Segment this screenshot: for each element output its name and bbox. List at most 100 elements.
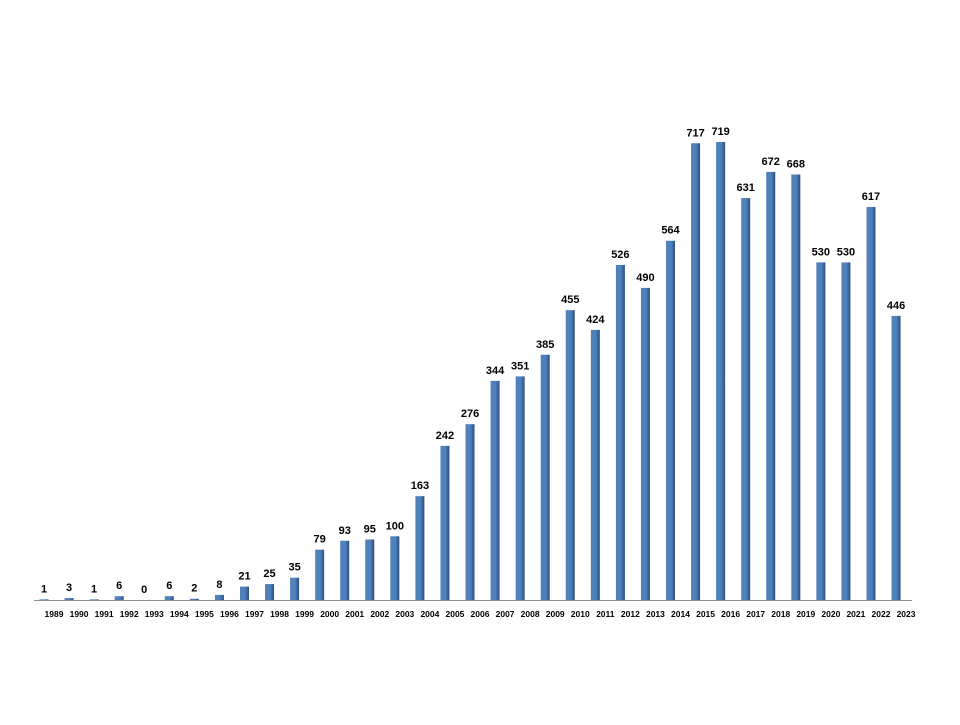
bar-2017 xyxy=(741,198,751,600)
data-label-1994: 6 xyxy=(166,580,172,592)
data-label-2021: 530 xyxy=(837,246,855,258)
data-label-1996: 8 xyxy=(216,579,222,591)
x-tick-label-2006: 2006 xyxy=(471,609,490,619)
data-label-2008: 351 xyxy=(511,360,529,372)
data-label-1999: 35 xyxy=(288,562,300,574)
data-label-2006: 276 xyxy=(461,408,479,420)
data-label-2018: 672 xyxy=(762,156,780,168)
bar-2004 xyxy=(415,496,425,600)
data-label-2002: 95 xyxy=(364,523,376,535)
x-tick-label-2017: 2017 xyxy=(746,609,765,619)
x-tick-label-1994: 1994 xyxy=(170,609,189,619)
x-tick-label-1999: 1999 xyxy=(295,609,314,619)
bar-1998 xyxy=(265,584,275,600)
bar-2011 xyxy=(590,329,600,600)
x-tick-label-1997: 1997 xyxy=(245,609,264,619)
bar-2016 xyxy=(716,142,726,600)
bar-2003 xyxy=(390,536,400,600)
data-label-1995: 2 xyxy=(191,583,197,595)
x-tick-label-2004: 2004 xyxy=(420,609,439,619)
bar-2010 xyxy=(565,310,575,600)
data-label-2012: 526 xyxy=(611,249,629,261)
data-label-2016: 719 xyxy=(711,126,729,138)
bar-2000 xyxy=(315,549,325,600)
data-label-2007: 344 xyxy=(486,365,505,377)
x-tick-label-1991: 1991 xyxy=(95,609,114,619)
x-tick-label-2003: 2003 xyxy=(395,609,414,619)
bar-1996 xyxy=(214,594,224,600)
bar-2018 xyxy=(766,171,776,600)
data-label-1998: 25 xyxy=(263,568,275,580)
x-tick-label-1992: 1992 xyxy=(120,609,139,619)
data-label-2013: 490 xyxy=(636,272,654,284)
x-tick-label-1989: 1989 xyxy=(45,609,64,619)
bar-2001 xyxy=(340,540,350,600)
bar-1999 xyxy=(290,577,300,600)
bar-2019 xyxy=(791,174,801,601)
x-tick-label-2020: 2020 xyxy=(821,609,840,619)
x-tick-label-2022: 2022 xyxy=(872,609,891,619)
x-tick-label-1990: 1990 xyxy=(70,609,89,619)
bar-2022 xyxy=(866,206,876,600)
x-tick-label-2010: 2010 xyxy=(571,609,590,619)
bar-2008 xyxy=(515,376,525,600)
x-tick-label-2011: 2011 xyxy=(596,609,615,619)
data-label-1989: 1 xyxy=(41,583,47,595)
data-label-2009: 385 xyxy=(536,339,554,351)
bar-2014 xyxy=(666,240,675,601)
x-tick-label-2009: 2009 xyxy=(546,609,565,619)
bar-2007 xyxy=(490,380,500,600)
data-label-1997: 21 xyxy=(238,571,250,583)
x-tick-label-2019: 2019 xyxy=(796,609,815,619)
data-label-2019: 668 xyxy=(787,158,805,170)
bar-1997 xyxy=(239,586,249,600)
data-label-2005: 242 xyxy=(436,430,454,442)
bar-1995 xyxy=(189,598,199,600)
x-tick-label-1996: 1996 xyxy=(220,609,239,619)
bar-1989 xyxy=(39,599,49,600)
x-tick-label-2016: 2016 xyxy=(721,609,740,619)
bar-2006 xyxy=(465,424,475,600)
bar-2020 xyxy=(816,262,826,600)
data-label-2011: 424 xyxy=(586,314,605,326)
bar-2009 xyxy=(540,354,550,600)
data-label-2010: 455 xyxy=(561,294,579,306)
data-label-2017: 631 xyxy=(737,182,755,194)
x-tick-label-2014: 2014 xyxy=(671,609,690,619)
x-tick-label-2012: 2012 xyxy=(621,609,640,619)
data-label-2001: 93 xyxy=(339,525,351,537)
bars-layer xyxy=(39,142,901,601)
data-label-1990: 3 xyxy=(66,582,72,594)
data-label-2015: 717 xyxy=(686,127,704,139)
data-label-1992: 6 xyxy=(116,580,122,592)
bar-2021 xyxy=(841,262,851,600)
x-tick-label-2005: 2005 xyxy=(445,609,464,619)
x-tick-label-2000: 2000 xyxy=(320,609,339,619)
data-label-2022: 617 xyxy=(862,191,880,203)
x-tick-label-2013: 2013 xyxy=(646,609,665,619)
data-label-2023: 446 xyxy=(887,300,905,312)
x-tick-label-2018: 2018 xyxy=(771,609,790,619)
bar-2002 xyxy=(365,539,375,600)
data-label-2004: 163 xyxy=(411,480,429,492)
bar-2013 xyxy=(640,287,650,600)
x-tick-label-2015: 2015 xyxy=(696,609,715,619)
data-labels-layer: 1 3 1 6 0 6 2 8 21 25 35 79 93 95 100 163 242 276 344 351 38… xyxy=(41,126,905,596)
x-tick-label-2008: 2008 xyxy=(521,609,540,619)
x-tick-labels-layer: 1989 1990 1991 1992 1993 1994 1995 1996 1997 1998… xyxy=(45,609,916,619)
x-tick-label-1993: 1993 xyxy=(145,609,164,619)
x-tick-label-2002: 2002 xyxy=(370,609,389,619)
x-tick-label-2001: 2001 xyxy=(345,609,364,619)
x-tick-label-2007: 2007 xyxy=(496,609,515,619)
bar-2012 xyxy=(615,264,625,600)
bar-1991 xyxy=(89,599,99,600)
bar-2015 xyxy=(691,143,701,600)
bar-2005 xyxy=(440,445,450,600)
x-tick-label-2021: 2021 xyxy=(846,609,865,619)
data-label-2000: 79 xyxy=(314,534,326,546)
data-label-1993: 0 xyxy=(141,584,147,596)
x-tick-label-1998: 1998 xyxy=(270,609,289,619)
data-label-2020: 530 xyxy=(812,246,830,258)
